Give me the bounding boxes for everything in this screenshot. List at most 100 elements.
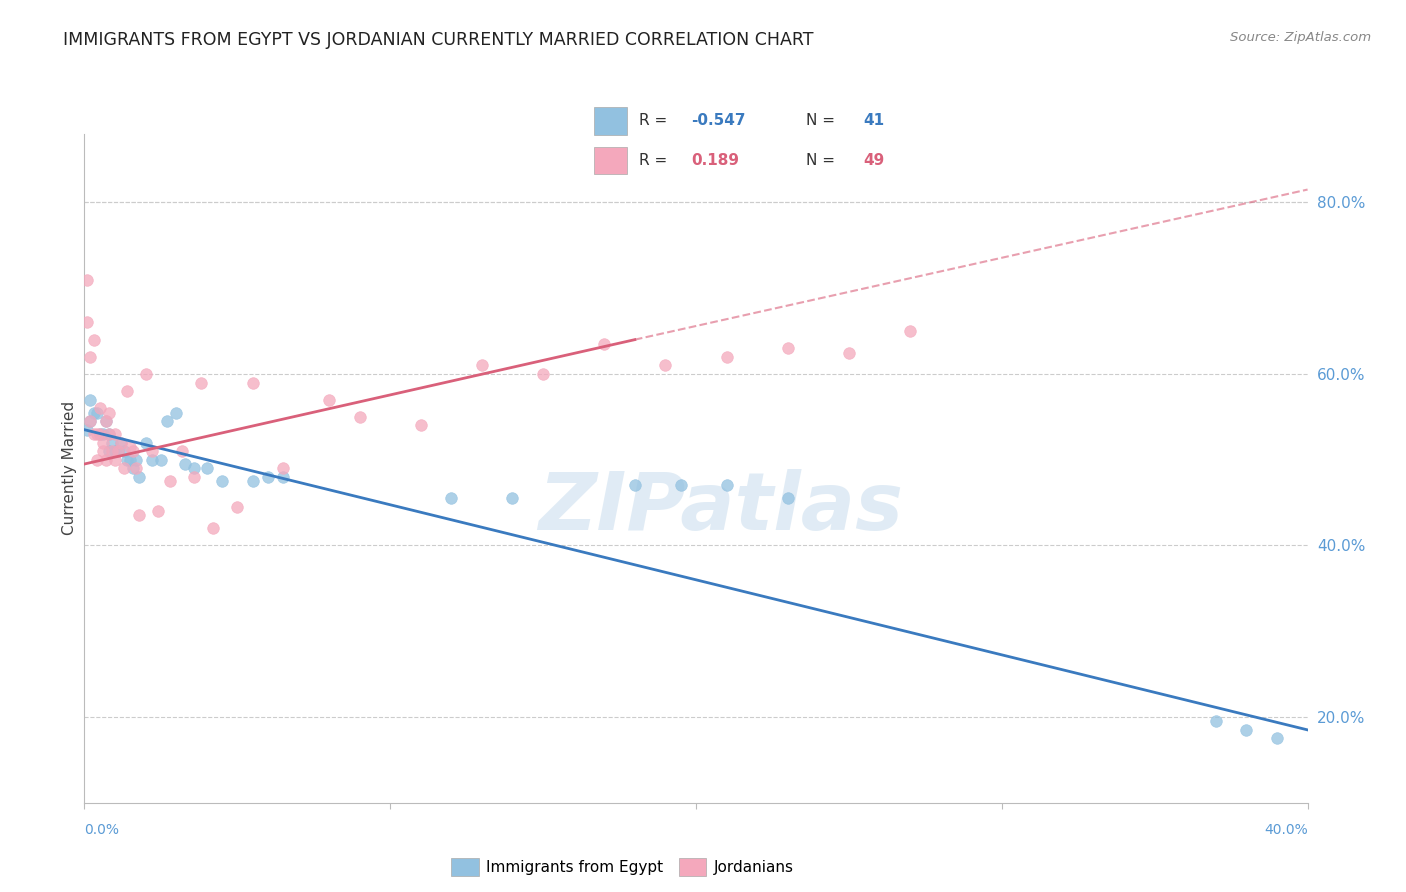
Point	[122, 444, 145, 458]
Point	[128, 508, 150, 523]
Text: N =: N =	[806, 113, 839, 128]
Point	[83, 333, 105, 347]
Bar	[595, 107, 627, 135]
Point	[94, 414, 117, 428]
Point	[440, 491, 463, 506]
Point	[89, 427, 111, 442]
Text: IMMIGRANTS FROM EGYPT VS JORDANIAN CURRENTLY MARRIED CORRELATION CHART: IMMIGRANTS FROM EGYPT VS JORDANIAN CURRE…	[63, 31, 814, 49]
Point	[110, 435, 132, 450]
Point	[211, 474, 233, 488]
Point	[101, 435, 124, 450]
Point	[94, 414, 117, 428]
Point	[89, 427, 111, 442]
Point	[79, 414, 101, 428]
Text: Source: ZipAtlas.com: Source: ZipAtlas.com	[1230, 31, 1371, 45]
Point	[97, 444, 120, 458]
Point	[135, 367, 157, 381]
Point	[91, 435, 114, 450]
Point	[242, 376, 264, 390]
Point	[115, 384, 138, 398]
Point	[776, 491, 799, 506]
Point	[112, 461, 135, 475]
Text: 0.189: 0.189	[692, 153, 740, 169]
Point	[79, 350, 101, 364]
Point	[115, 452, 138, 467]
Point	[172, 444, 194, 458]
Point	[716, 350, 738, 364]
Point	[183, 461, 205, 475]
Point	[89, 401, 111, 416]
Point	[83, 427, 105, 442]
Point	[86, 452, 108, 467]
Point	[242, 474, 264, 488]
Point	[101, 444, 124, 458]
Point	[1205, 714, 1227, 729]
Point	[183, 470, 205, 484]
Text: 49: 49	[863, 153, 884, 169]
Point	[201, 521, 224, 535]
Text: ZIPatlas: ZIPatlas	[538, 469, 903, 548]
Point	[79, 392, 101, 407]
Point	[104, 444, 127, 458]
Text: R =: R =	[640, 113, 672, 128]
Point	[716, 478, 738, 492]
Point	[349, 409, 371, 424]
Point	[104, 427, 127, 442]
Point	[318, 392, 340, 407]
Point	[104, 452, 127, 467]
Point	[97, 405, 120, 420]
Point	[531, 367, 554, 381]
Point	[190, 376, 212, 390]
Point	[471, 359, 494, 373]
Point	[76, 272, 98, 286]
Text: -0.547: -0.547	[692, 113, 745, 128]
Point	[838, 345, 860, 359]
Point	[156, 414, 179, 428]
Point	[107, 444, 129, 458]
Point	[593, 337, 616, 351]
Point	[1236, 723, 1258, 737]
Point	[257, 470, 280, 484]
Point	[165, 405, 187, 420]
Legend: Immigrants from Egypt, Jordanians: Immigrants from Egypt, Jordanians	[446, 852, 800, 882]
Point	[122, 461, 145, 475]
Point	[97, 427, 120, 442]
Point	[112, 444, 135, 458]
Point	[141, 444, 163, 458]
Point	[97, 427, 120, 442]
Point	[94, 452, 117, 467]
Y-axis label: Currently Married: Currently Married	[62, 401, 77, 535]
Point	[898, 324, 921, 338]
Point	[271, 470, 294, 484]
Point	[1265, 731, 1288, 746]
Point	[149, 452, 172, 467]
Point	[76, 316, 98, 330]
Point	[776, 341, 799, 355]
Point	[502, 491, 524, 506]
Text: N =: N =	[806, 153, 839, 169]
Point	[120, 440, 142, 454]
Text: R =: R =	[640, 153, 672, 169]
Point	[135, 435, 157, 450]
Point	[669, 478, 692, 492]
Point	[110, 435, 132, 450]
Point	[141, 452, 163, 467]
Point	[271, 461, 294, 475]
Point	[125, 452, 148, 467]
Point	[125, 461, 148, 475]
Point	[83, 405, 105, 420]
Point	[120, 452, 142, 467]
Point	[91, 444, 114, 458]
Point	[86, 405, 108, 420]
Point	[146, 504, 169, 518]
Point	[79, 414, 101, 428]
Point	[174, 457, 197, 471]
Point	[624, 478, 647, 492]
Text: 0.0%: 0.0%	[84, 823, 120, 837]
Point	[86, 427, 108, 442]
Point	[91, 427, 114, 442]
Point	[128, 470, 150, 484]
Point	[195, 461, 218, 475]
Point	[159, 474, 181, 488]
Point	[76, 423, 98, 437]
